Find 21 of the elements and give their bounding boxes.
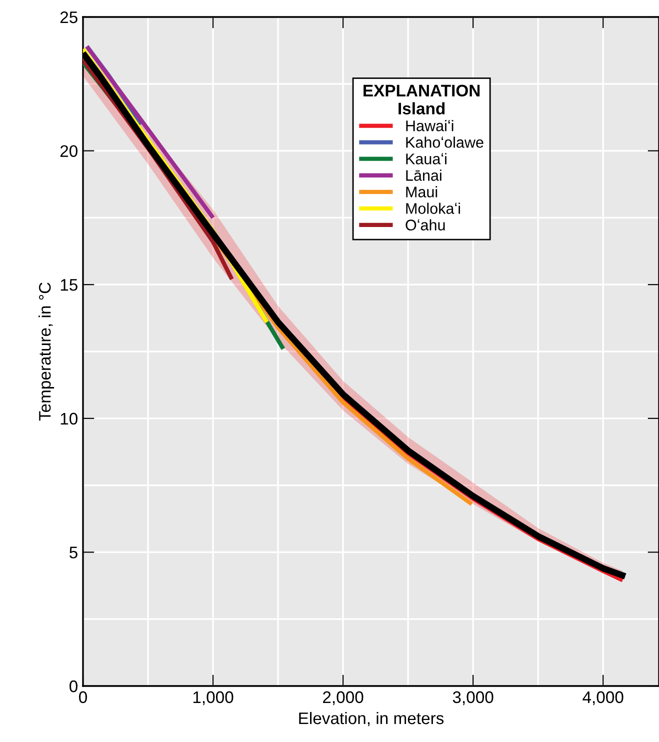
y-axis-title: Temperature, in °C bbox=[38, 282, 54, 421]
legend-label: Kauaʻi bbox=[406, 153, 446, 164]
legend-label: Molokaʻi bbox=[406, 202, 460, 214]
y-tick-label: 5 bbox=[70, 546, 78, 558]
y-tick-label: 10 bbox=[60, 412, 78, 425]
x-tick-label: 1,000 bbox=[193, 691, 234, 706]
x-tick-label: 0 bbox=[79, 691, 87, 704]
y-tick-label: 0 bbox=[70, 680, 78, 692]
legend-label: Lānai bbox=[406, 170, 442, 181]
x-axis-title: Elevation, in meters bbox=[299, 712, 444, 726]
y-tick-label: 25 bbox=[60, 11, 78, 24]
legend-label: Hawaiʻi bbox=[406, 120, 454, 132]
x-tick-label: 3,000 bbox=[452, 691, 494, 706]
y-tick-label: 15 bbox=[60, 279, 78, 291]
legend-title: EXPLANATION Island bbox=[364, 84, 480, 114]
x-tick-label: 2,000 bbox=[323, 691, 364, 706]
legend-label: Oʻahu bbox=[406, 219, 445, 230]
legend-label: Kahoʻolawe bbox=[406, 136, 484, 148]
legend-label: Maui bbox=[406, 186, 438, 198]
y-tick-label: 20 bbox=[60, 145, 78, 158]
x-tick-label: 4,000 bbox=[582, 691, 624, 706]
